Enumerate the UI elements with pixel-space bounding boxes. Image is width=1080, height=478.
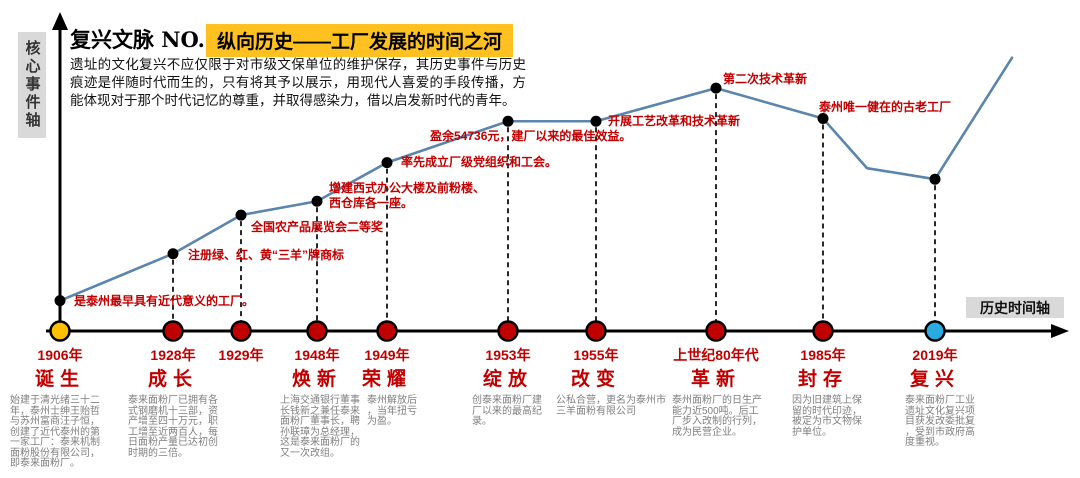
event-annotation: 盈余54736元，建厂以来的最佳效益。 — [430, 129, 632, 143]
series-label: 复兴文脉 NO.1 — [70, 27, 220, 52]
event-annotation: 增建西式办公大楼及前粉楼、西仓库各一座。 — [329, 181, 486, 210]
event-dot — [167, 248, 179, 260]
event-dot — [710, 82, 722, 94]
keyword-label: 荣耀 — [361, 369, 412, 390]
keyword-label: 封存 — [797, 369, 848, 390]
event-dot — [502, 115, 514, 127]
event-dot — [311, 195, 323, 207]
event-annotation: 率先成立厂级党组织和工会。 — [401, 155, 558, 169]
year-label: 1906年 — [37, 347, 83, 363]
x-axis-label: 历史时间轴 — [980, 299, 1050, 316]
event-annotation: 开展工艺改革和技术革新 — [608, 114, 741, 128]
year-dot — [812, 320, 834, 342]
event-dot — [381, 157, 393, 169]
milestone-description: 始建于清光绪三十二年，泰州士绅王贻哲与苏州富商汪子恒，创建了近代泰州的第一家工厂… — [10, 395, 100, 469]
event-dot — [817, 112, 829, 124]
year-label: 1928年 — [150, 347, 196, 363]
page-title: 纵向历史——工厂发展的时间之河 — [206, 24, 514, 57]
year-label: 上世纪80年代 — [673, 347, 759, 363]
y-axis-label-box: 核心事件轴 — [18, 32, 46, 138]
event-dot — [590, 115, 602, 127]
trend-line — [58, 56, 1014, 302]
event-axis-arrow-icon — [52, 12, 68, 30]
year-dot — [705, 320, 727, 342]
keyword-label: 绽放 — [482, 369, 533, 390]
milestone-description: 泰来面粉厂已拥有各式钢磨机十三部，资产增至四十万元，职工增至近两百人，每日面粉产… — [128, 395, 218, 459]
y-axis-label: 核心事件轴 — [23, 40, 41, 130]
year-dot — [585, 320, 607, 342]
year-dot — [497, 320, 519, 342]
keyword-label: 复兴 — [909, 369, 960, 390]
event-annotation: 注册绿、红、黄“三羊”牌商标 — [188, 248, 345, 262]
keyword-label: 诞生 — [34, 369, 85, 390]
milestone-description: 上海交通银行董事长钱新之兼任泰来面粉厂董事长，聘孙联璋为总经理，这是泰来面粉厂的… — [280, 395, 360, 459]
keyword-label: 革新 — [690, 369, 741, 390]
year-dot — [49, 320, 71, 342]
milestone-description: 因为旧建筑上保留的时代印迹，被定为市文物保护单位。 — [792, 395, 862, 438]
event-dot — [54, 295, 66, 307]
event-annotation: 是泰州最早具有近代意义的工厂。 — [74, 294, 255, 308]
year-label: 1985年 — [800, 347, 846, 363]
year-dot — [230, 320, 252, 342]
year-dot — [162, 320, 184, 342]
keyword-label: 成长 — [147, 369, 198, 390]
milestone-description: 创泰来面粉厂建厂以来的最高纪录。 — [472, 395, 542, 427]
intro-paragraph: 遗址的文化复兴不应仅限于对市级文保单位的维护保存，其历史事件与历史痕迹是伴随时代… — [70, 57, 526, 108]
year-dot — [306, 320, 328, 342]
year-label: 1953年 — [485, 347, 531, 363]
keyword-label: 改变 — [570, 369, 621, 390]
year-dot — [924, 320, 946, 342]
year-label: 2019年 — [912, 347, 958, 363]
time-axis-arrow-icon — [1051, 324, 1069, 338]
event-dot — [929, 173, 941, 185]
year-label: 1949年 — [364, 347, 410, 363]
milestone-description: 泰州解放后，当年扭亏为盈。 — [367, 395, 417, 427]
year-label: 1929年 — [218, 347, 264, 363]
event-annotation: 第二次技术革新 — [723, 72, 808, 86]
milestone-description: 公私合营，更名为泰州市三羊面粉有限公司 — [556, 395, 666, 417]
year-label: 1955年 — [573, 347, 619, 363]
keyword-label: 焕新 — [291, 369, 342, 390]
event-annotation: 全国农产品展览会二等奖 — [251, 220, 384, 234]
event-annotation: 泰州唯一健在的古老工厂 — [819, 100, 952, 114]
x-axis-label-box: 历史时间轴 — [966, 297, 1064, 318]
year-label: 1948年 — [294, 347, 340, 363]
milestone-description: 泰来面粉厂工业遗址文化复兴项目获发改委批复，受到市政府高度重视。 — [905, 395, 975, 448]
year-dot — [376, 320, 398, 342]
milestone-description: 泰州面粉厂的日生产能力近500吨。后工厂步入改制的行列，成为民营企业。 — [672, 395, 762, 438]
event-dot — [235, 209, 247, 221]
